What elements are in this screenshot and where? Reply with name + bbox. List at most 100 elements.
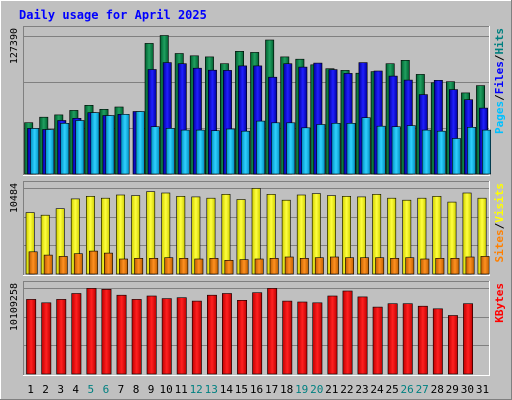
x-tick-label: 15 [235, 383, 248, 396]
legend-entry: / [493, 54, 506, 61]
x-tick-label: 10 [159, 383, 172, 396]
bar-pages-day-11 [180, 129, 190, 175]
bar-kbytes-day-23 [357, 296, 368, 375]
bar-sites-day-4 [73, 253, 83, 275]
bar-kbytes-day-9 [146, 295, 157, 375]
bar-kbytes-day-5 [86, 288, 97, 375]
bar-kbytes-day-27 [417, 305, 428, 375]
x-tick-label: 1 [27, 383, 34, 396]
bar-pages-day-14 [226, 128, 235, 175]
bar-pages-day-31 [482, 129, 491, 175]
bar-pages-day-24 [376, 125, 386, 175]
bar-kbytes-day-2 [41, 302, 52, 375]
x-tick-label: 26 [400, 383, 413, 396]
legend-entry: / [493, 222, 506, 229]
bar-pages-day-6 [105, 115, 115, 175]
legend: Sites/Visits [493, 183, 506, 263]
bar-pages-day-26 [406, 125, 416, 175]
bar-kbytes-day-7 [116, 294, 127, 375]
bar-sites-day-21 [329, 256, 339, 275]
bar-pages-day-1 [30, 128, 40, 175]
x-tick-label: 18 [280, 383, 293, 396]
bar-sites-day-7 [119, 258, 129, 275]
bar-pages-day-2 [45, 129, 55, 175]
middle-panel: 10484 Sites/Visits [9, 181, 506, 276]
bar-pages-day-20 [316, 124, 326, 175]
legend-entry: Files [493, 61, 506, 94]
bar-kbytes-day-21 [327, 295, 338, 375]
y-max-label: 10484 [9, 183, 20, 213]
bar-pages-day-17 [271, 122, 281, 175]
bar-pages-day-15 [241, 130, 250, 175]
x-tick-label: 25 [385, 383, 398, 396]
bar-sites-day-22 [345, 257, 354, 275]
bar-sites-day-10 [164, 257, 174, 275]
bar-sites-day-12 [194, 258, 204, 275]
x-tick-label: 19 [295, 383, 308, 396]
x-tick-label: 14 [220, 383, 234, 396]
y-max-label: 127390 [9, 28, 20, 64]
bar-kbytes-day-16 [252, 292, 263, 375]
bar-kbytes-day-26 [402, 303, 413, 375]
bar-sites-day-27 [420, 258, 430, 275]
bar-kbytes-day-22 [342, 290, 353, 375]
bar-kbytes-day-29 [447, 315, 458, 375]
bar-sites-day-18 [284, 256, 294, 275]
x-tick-label: 8 [133, 383, 140, 396]
x-tick-label: 5 [87, 383, 94, 396]
bar-sites-day-15 [239, 259, 249, 275]
legend-entry: Pages [493, 101, 506, 134]
bar-sites-day-25 [390, 257, 400, 275]
bar-pages-day-13 [211, 130, 220, 175]
bar-sites-day-16 [254, 258, 264, 275]
bar-kbytes-day-24 [372, 306, 383, 375]
bar-kbytes-day-8 [131, 299, 142, 375]
bar-pages-day-27 [421, 129, 431, 175]
bar-kbytes-day-30 [463, 303, 473, 375]
x-tick-label: 16 [250, 383, 263, 396]
bar-kbytes-day-18 [282, 300, 293, 375]
x-axis-labels: 1 2 3 4 5 6 7 8 9 10 11 12 13 14 15 16 17 18 19 20 21 22 23 24 2… [27, 383, 489, 396]
legend: Pages/Files/Hits [493, 28, 506, 134]
bar-sites-day-28 [435, 257, 445, 275]
bar-pages-day-16 [256, 120, 266, 175]
bar-pages-day-30 [467, 127, 476, 175]
bar-pages-day-7 [120, 114, 130, 175]
legend: KBytes [493, 283, 506, 323]
bar-sites-day-2 [43, 254, 53, 275]
x-tick-label: 12 [190, 383, 203, 396]
bar-sites-day-31 [480, 256, 490, 275]
x-tick-label: 24 [370, 383, 384, 396]
bar-pages-day-5 [90, 112, 100, 175]
bar-sites-day-26 [405, 257, 415, 275]
x-tick-label: 29 [446, 383, 459, 396]
bar-kbytes-day-3 [56, 299, 67, 375]
bar-pages-day-18 [286, 122, 296, 175]
bar-pages-day-23 [361, 117, 371, 175]
bar-sites-day-17 [269, 257, 279, 275]
bar-sites-day-29 [450, 257, 460, 275]
legend-entry: Hits [493, 28, 506, 55]
bar-kbytes-day-17 [267, 288, 278, 375]
bar-kbytes-day-25 [387, 303, 398, 375]
bar-pages-day-29 [451, 138, 461, 175]
chart-title: Daily usage for April 2025 [19, 8, 207, 22]
bar-pages-day-21 [331, 123, 341, 175]
bar-kbytes-day-4 [71, 293, 82, 375]
bar-kbytes-day-20 [312, 302, 323, 375]
bar-sites-day-8 [134, 257, 144, 275]
bar-sites-day-9 [149, 257, 159, 275]
bar-pages-day-4 [75, 120, 85, 175]
x-tick-label: 28 [431, 383, 444, 396]
legend-entry: Visits [493, 183, 506, 223]
bar-pages-day-8 [135, 111, 145, 175]
bar-pages-day-28 [436, 130, 446, 175]
legend-entry: KBytes [493, 283, 506, 323]
bar-pages-day-10 [165, 128, 175, 175]
bar-sites-day-5 [89, 250, 98, 275]
y-max-label: 10109258 [9, 283, 20, 331]
bar-sites-day-23 [360, 257, 369, 275]
bar-sites-day-19 [299, 257, 309, 275]
bar-kbytes-day-6 [101, 288, 112, 375]
bar-kbytes-day-19 [297, 301, 308, 375]
